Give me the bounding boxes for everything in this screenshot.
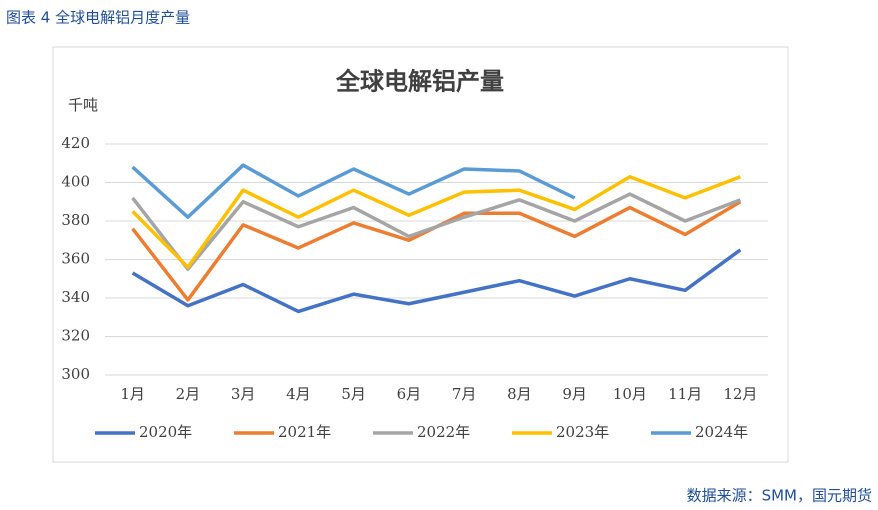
y-tick-label: 320 xyxy=(61,327,90,345)
x-tick-label: 2月 xyxy=(176,385,201,403)
legend-label: 2020年 xyxy=(139,423,192,441)
legend-label: 2022年 xyxy=(417,423,470,441)
series-line xyxy=(131,248,742,314)
y-tick-label: 400 xyxy=(61,173,90,191)
y-tick-label: 420 xyxy=(61,134,90,152)
x-tick-label: 3月 xyxy=(231,385,256,403)
source: 数据来源：SMM，国元期货 xyxy=(687,487,872,505)
legend-label: 2021年 xyxy=(278,423,331,441)
x-tick-label: 7月 xyxy=(452,385,477,403)
x-tick-label: 11月 xyxy=(668,385,702,403)
chart-title: 全球电解铝产量 xyxy=(335,67,504,96)
series-line xyxy=(131,174,742,269)
x-tick-label: 12月 xyxy=(723,385,757,403)
legend-label: 2023年 xyxy=(556,423,609,441)
y-tick-label: 300 xyxy=(61,365,90,383)
y-tick-label: 380 xyxy=(61,211,90,229)
y-axis-label: 千吨 xyxy=(68,96,98,114)
series-line xyxy=(131,163,576,219)
x-tick-label: 9月 xyxy=(562,385,587,403)
x-tick-label: 5月 xyxy=(341,385,366,403)
legend-label: 2024年 xyxy=(695,423,748,441)
y-tick-label: 340 xyxy=(61,288,90,306)
x-tick-label: 1月 xyxy=(120,385,145,403)
series-line xyxy=(131,192,742,271)
x-tick-label: 8月 xyxy=(507,385,532,403)
x-tick-label: 6月 xyxy=(397,385,422,403)
caption: 图表 4 全球电解铝月度产量 xyxy=(6,9,190,27)
y-tick-label: 360 xyxy=(61,250,90,268)
x-tick-label: 10月 xyxy=(613,385,647,403)
x-tick-label: 4月 xyxy=(286,385,311,403)
